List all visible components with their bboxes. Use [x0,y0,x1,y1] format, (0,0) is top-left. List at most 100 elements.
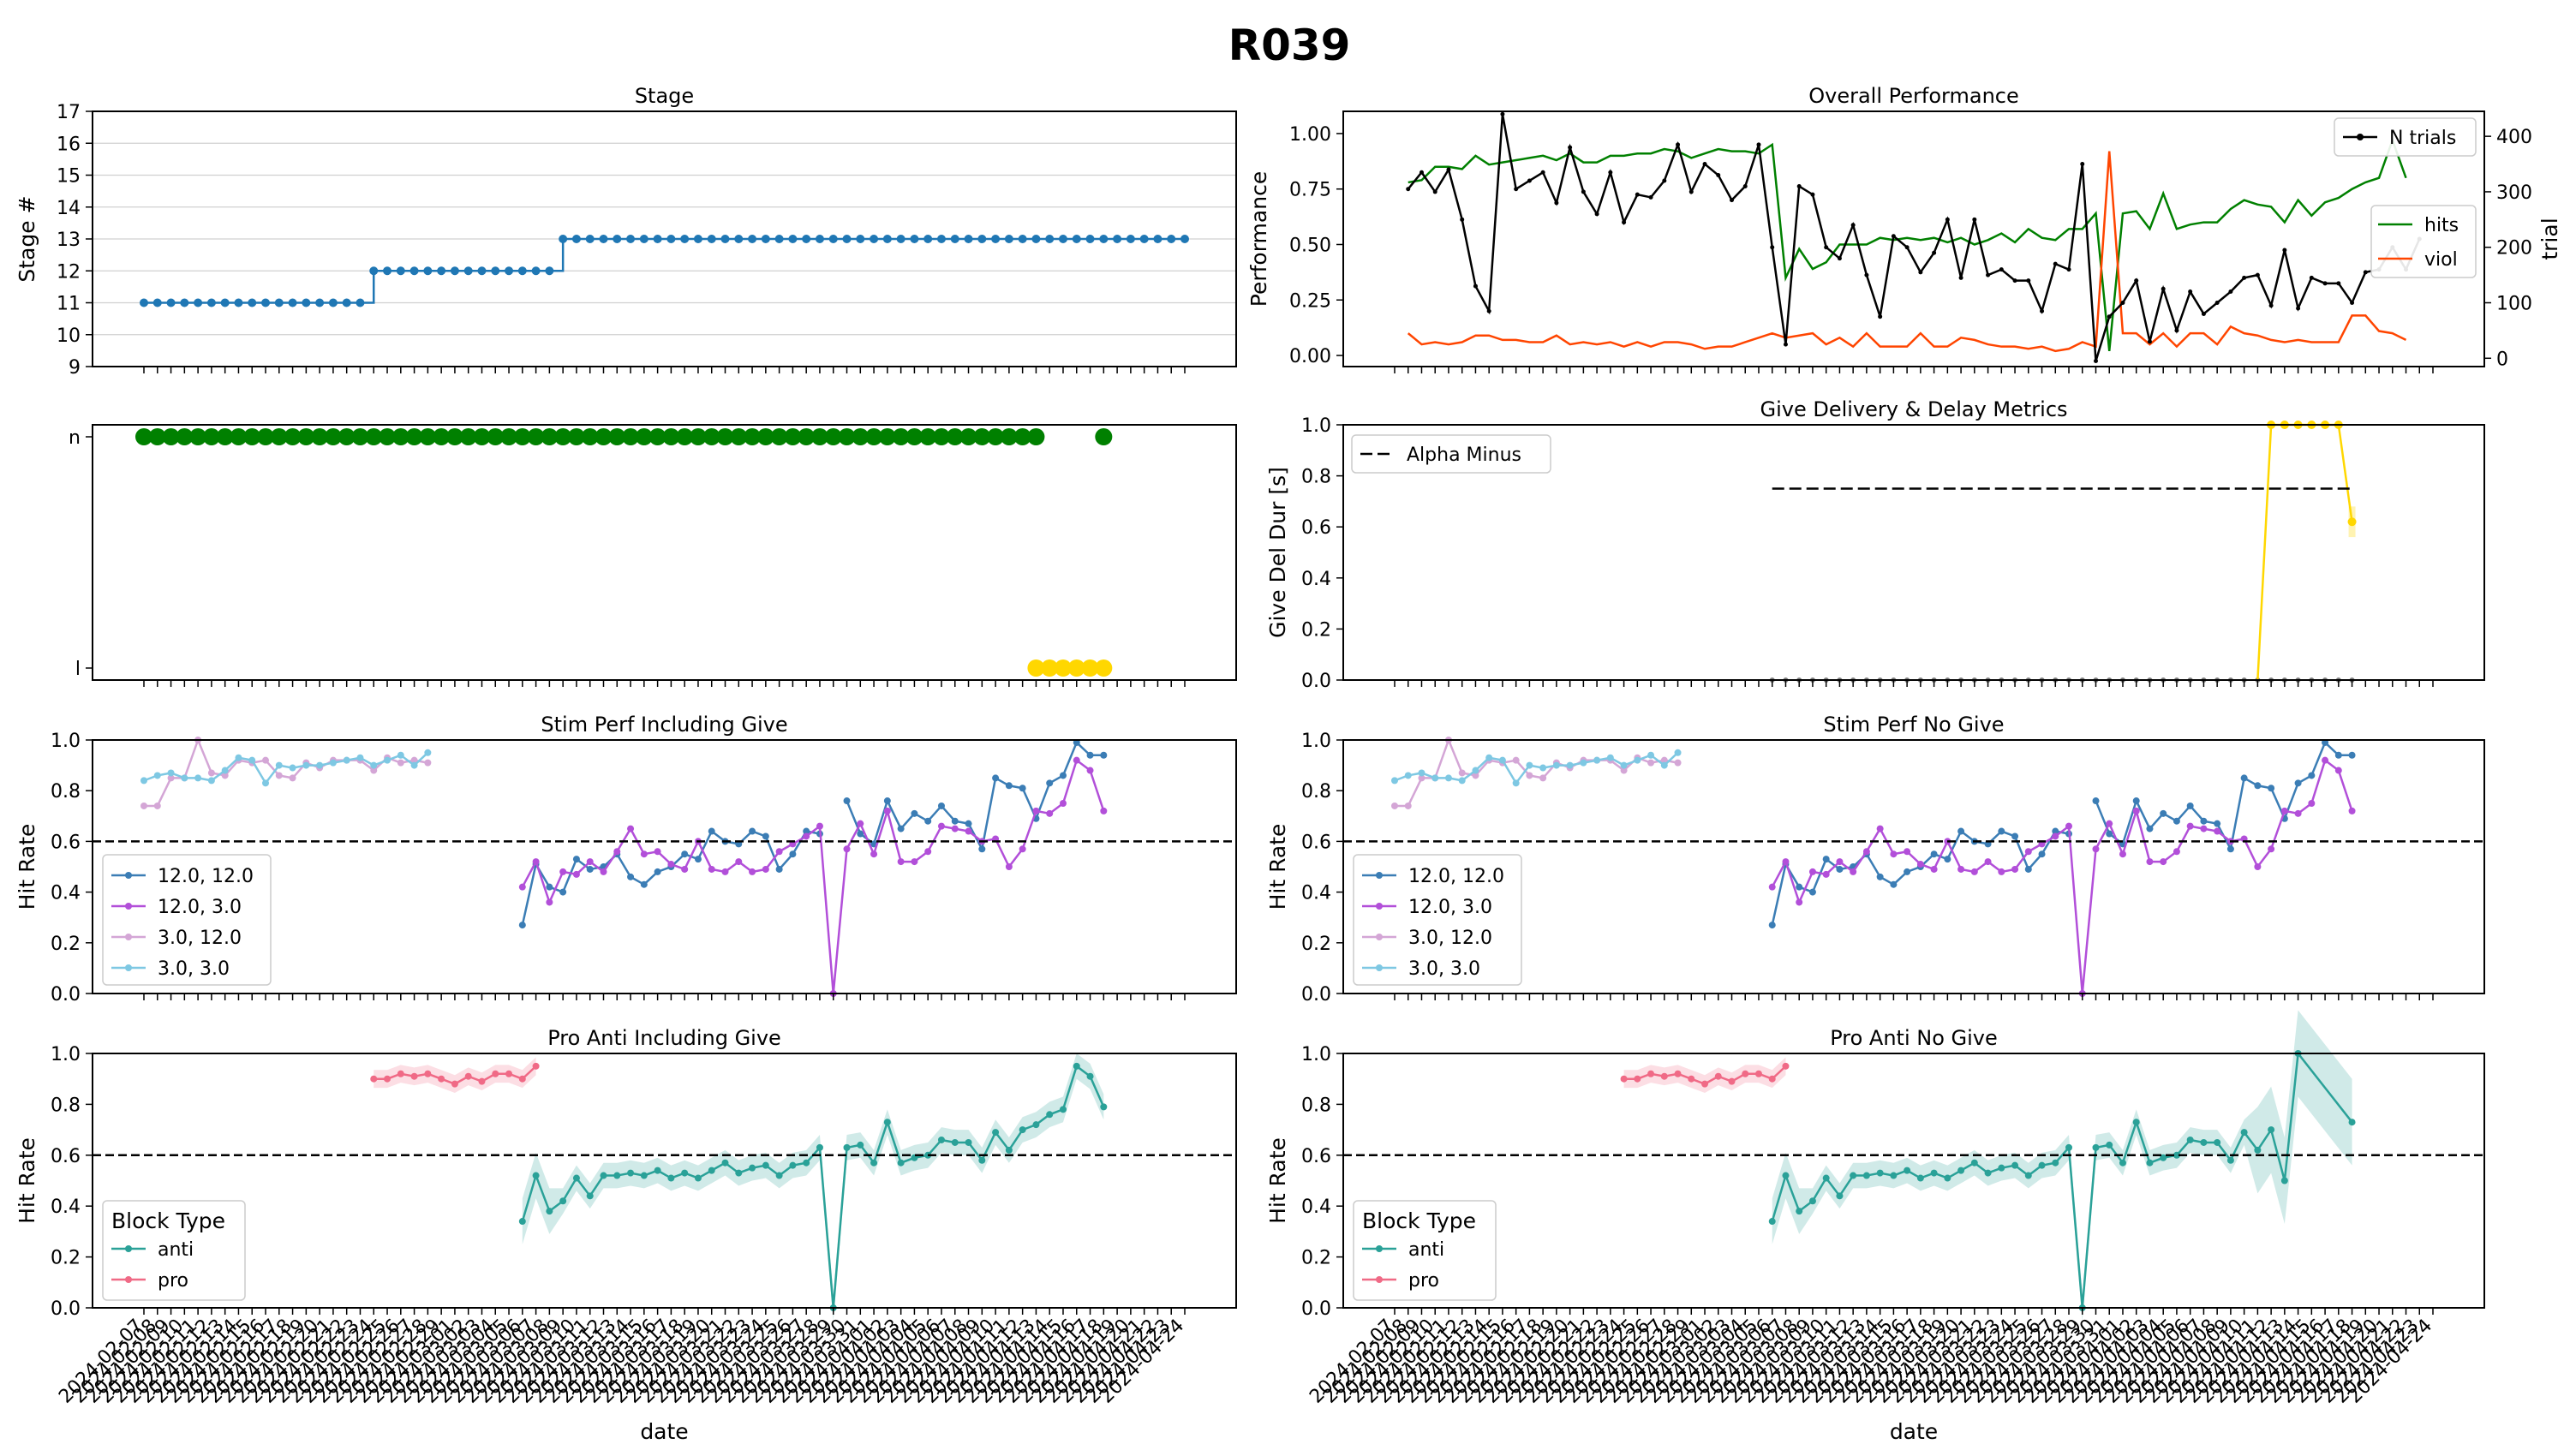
stim-nogive-point [1620,761,1628,769]
pa-incl-point [694,1174,702,1182]
stim-nogive-point [1431,774,1439,782]
stim-incl-point [803,832,810,840]
stim-incl-ytick-label: 0.2 [51,934,81,955]
overall-ntrials-point [2242,275,2247,280]
overall-ntrials-point [2336,281,2341,286]
pa-incl-ytick-label: 1.0 [51,1044,81,1065]
stim-nogive-point [1634,756,1641,764]
stim-incl-point [937,822,945,830]
pa-nogive-point [1970,1159,1978,1167]
stim-nogive-point [1526,761,1533,769]
givedel-legend [1351,434,1551,474]
stim-nogive-point [1404,802,1412,809]
give-n-point [379,428,397,445]
pa-nogive-title: Pro Anti No Give [1830,1026,1998,1050]
stim-incl-point [951,825,959,832]
stim-incl-point [329,759,337,767]
give-n-point [216,428,234,445]
overall-ytick-label: 0.25 [1289,290,1331,312]
stim-incl-point [883,807,891,815]
pa-nogive-point [1754,1070,1762,1077]
stim-incl-point [708,827,715,835]
stim-nogive-point [2065,822,2073,830]
give-n-point [243,428,261,445]
pa-incl-point [1086,1072,1094,1080]
pa-nogive-point [1808,1197,1816,1205]
overall-legend-ntrials [2334,117,2477,157]
stim-nogive-point [1944,856,1951,863]
stim-incl-point [627,873,635,880]
overall-legend-ntrials-label: N trials [2389,128,2456,149]
pa-nogive-point [2240,1129,2248,1137]
stage-point [517,266,527,276]
give-n-point [595,428,613,445]
stage-ytick-label: 10 [57,325,81,347]
stim-incl-point [870,850,878,858]
givedel-ytick-label: 0.2 [1301,619,1331,641]
givedel-legend-alpha-label: Alpha Minus [1407,445,1521,466]
pa-nogive-point [2186,1136,2194,1143]
stim-nogive-point [1876,873,1884,880]
give-n-point [959,428,977,445]
stim-incl-point [1086,751,1094,759]
pa-nogive-point [1876,1169,1884,1177]
overall-ntrials-point [2174,328,2179,333]
pa-nogive-point [1688,1075,1695,1083]
give-n-point [919,428,937,445]
give-n-point [567,428,585,445]
stage-ytick-label: 16 [57,134,81,155]
pa-nogive-ytick-label: 1.0 [1301,1044,1331,1065]
stim-incl-point [667,861,675,868]
stim-incl-point [937,802,945,809]
stage-point [1099,235,1109,243]
pa-incl-ylabel: Hit Rate [15,1137,39,1224]
pa-incl-point [843,1143,851,1151]
stage-point [802,235,811,243]
pa-nogive-point [1850,1172,1857,1179]
stim-nogive-point [2280,807,2288,815]
give-n-point [662,428,680,445]
stim-nogive-point [2146,858,2154,866]
overall-ntrials-point [2107,314,2112,319]
pa-nogive-anti-ci [1772,1010,2352,1321]
stim-incl-ytick-label: 0.8 [51,781,81,803]
stage-title: Stage [635,84,694,108]
stim-incl-point [992,774,1000,782]
pa-nogive-point [1660,1072,1668,1080]
stage-point [383,266,392,276]
stim-nogive-point [1970,868,1978,875]
overall-ntrials-point [1500,111,1505,116]
stim-nogive-point [1890,850,1898,858]
givedel-delay-point [2347,517,2357,527]
stage-point [396,266,405,276]
stim-nogive-point [2268,845,2275,853]
pa-incl-point [1005,1146,1013,1154]
give-l-point [1067,659,1085,677]
overall-ntrials-point [1635,192,1640,197]
give-n-point [756,428,774,445]
overall-ntrials-point [1796,183,1802,188]
stim-nogive-point [1984,858,1992,866]
stim-nogive-point [1836,865,1844,873]
pa-incl-ytick-label: 0.8 [51,1095,81,1116]
stim-nogive-point [2308,772,2316,779]
stim-incl-point [1019,845,1026,853]
stage-point [234,298,243,307]
stim-incl-point [708,865,715,873]
stim-nogive-point [1957,865,1965,873]
overall-ntrials-point [1527,178,1532,183]
givedel-title: Give Delivery & Delay Metrics [1760,397,2067,421]
pa-nogive-point [2038,1161,2046,1169]
pa-incl-point [762,1161,769,1169]
give-plot-frame [92,424,1237,681]
stage-point [409,266,419,276]
give-n-point [635,428,653,445]
stim-nogive-title: Stim Perf No Give [1823,713,2004,737]
overall-ntrials-point [1581,189,1586,194]
pa-incl-point [897,1159,905,1167]
pa-nogive-point [2280,1177,2288,1184]
stage-point [910,235,919,243]
overall-ylabel-right: trial [2537,218,2562,260]
stage-point [842,235,852,243]
pa-incl-anti-ci [522,1053,1104,1321]
